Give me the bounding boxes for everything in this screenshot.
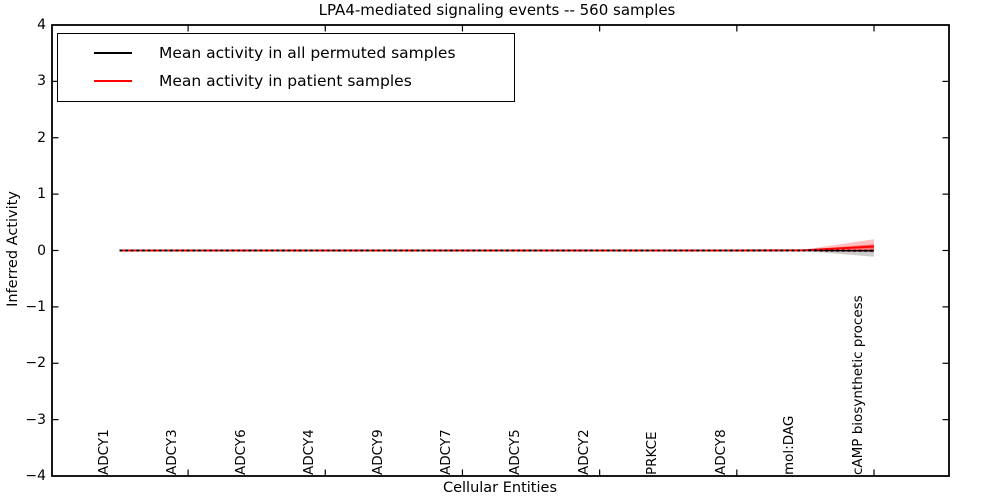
y-tick-label: 1 [37,186,46,203]
chart-title: LPA4-mediated signaling events -- 560 sa… [318,1,676,19]
y-tick-label: 0 [37,242,46,259]
y-tick-label: −4 [25,468,46,484]
x-tick-label: ADCY2 [575,429,592,475]
legend-item-permuted: Mean activity in all permuted samples [58,39,514,67]
x-tick-label: mol:DAG [781,415,798,475]
legend-label-patient: Mean activity in patient samples [159,72,412,90]
x-tick-label: ADCY4 [301,429,318,475]
x-tick-label: PRKCE [644,431,661,475]
y-tick-label: −1 [25,298,46,315]
patient-line-swatch [94,80,132,82]
x-tick-label: ADCY5 [507,429,524,475]
x-tick-label: ADCY9 [369,429,386,475]
y-tick-label: 3 [37,73,46,90]
x-tick-label: cAMP biosynthetic process [850,295,866,475]
y-tick-label: −2 [25,355,46,372]
x-tick-label: ADCY6 [232,429,249,475]
x-tick-label: ADCY7 [438,429,455,475]
permuted-line-swatch [94,52,132,54]
x-tick-label: ADCY8 [712,429,729,475]
x-axis-label: Cellular Entities [442,480,558,496]
x-tick-label: ADCY3 [164,429,181,475]
legend-label-permuted: Mean activity in all permuted samples [159,44,456,62]
y-tick-label: −3 [25,411,46,428]
legend-item-patient: Mean activity in patient samples [58,67,514,95]
y-tick-label: 2 [37,129,46,146]
y-tick-label: 4 [37,17,46,33]
legend: Mean activity in all permuted samples Me… [57,33,515,102]
x-tick-label: ADCY1 [95,429,112,475]
